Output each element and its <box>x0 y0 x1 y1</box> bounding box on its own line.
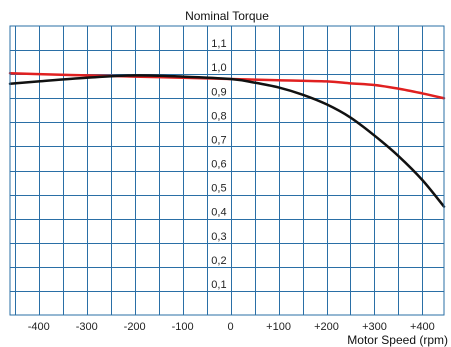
y-tick-label: 0,5 <box>211 183 226 195</box>
y-tick-label: 0,6 <box>211 159 226 171</box>
x-tick-label: +300 <box>362 321 387 333</box>
x-tick-labels: -400 -300 -200 -100 0 +100 +200 +300 +400 <box>28 321 435 333</box>
y-tick-label: 1,0 <box>211 62 226 74</box>
y-tick-label: 0,7 <box>211 134 226 146</box>
y-tick-label: 0,3 <box>211 231 226 243</box>
grid <box>10 26 444 315</box>
y-tick-label: 0,4 <box>211 207 226 219</box>
x-tick-label: -300 <box>76 321 98 333</box>
x-tick-label: -400 <box>28 321 50 333</box>
y-tick-label: 0,2 <box>211 255 226 267</box>
series-line-red <box>8 71 446 100</box>
x-tick-label: -200 <box>124 321 146 333</box>
series-line-black <box>8 74 446 208</box>
x-tick-label: +400 <box>410 321 435 333</box>
chart-title: Nominal Torque <box>185 9 269 23</box>
x-tick-label: -100 <box>172 321 194 333</box>
x-tick-label: 0 <box>228 321 234 333</box>
y-tick-label: 1,1 <box>211 38 226 50</box>
plot-frame <box>9 25 445 316</box>
y-tick-label: 0,8 <box>211 110 226 122</box>
y-tick-labels: 0,1 0,2 0,3 0,4 0,5 0,6 0,7 0,8 0,9 1,0 1,1 <box>211 38 226 291</box>
x-axis-title: Motor Speed (rpm) <box>347 333 448 347</box>
x-tick-label: +200 <box>314 321 339 333</box>
series-lines <box>8 71 446 208</box>
x-tick-label: +100 <box>266 321 291 333</box>
y-tick-label: 0,1 <box>211 279 226 291</box>
y-tick-label: 0,9 <box>211 86 226 98</box>
